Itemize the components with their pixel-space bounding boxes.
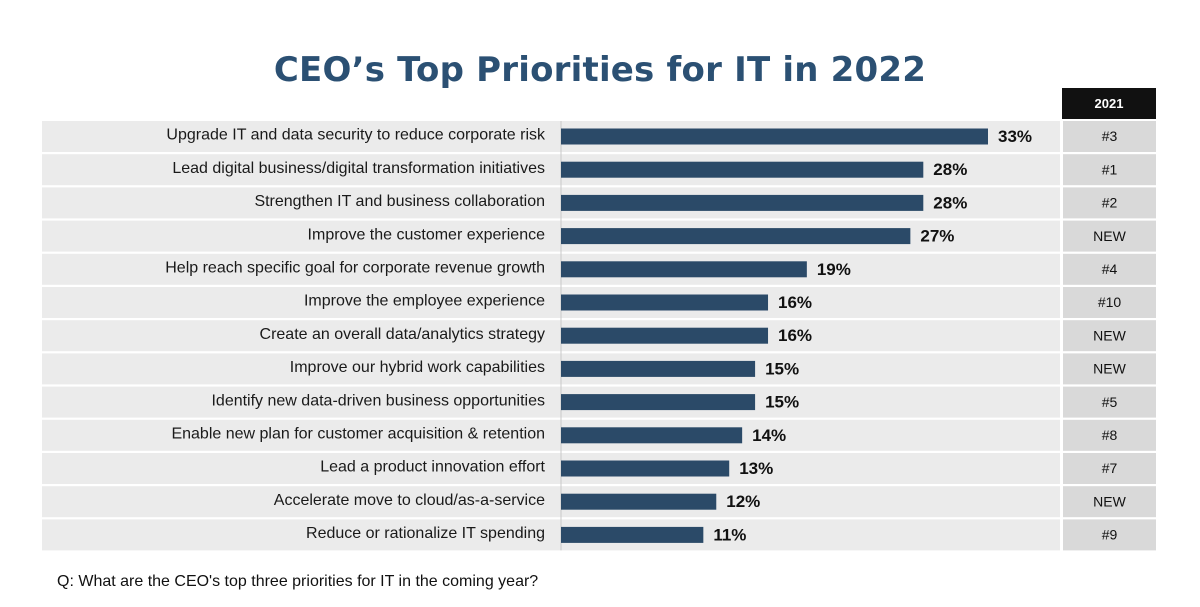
data-label: 16%: [778, 326, 812, 345]
data-label: 15%: [765, 359, 799, 378]
category-label: Accelerate move to cloud/as-a-service: [274, 492, 545, 509]
row-background: [42, 253, 1060, 285]
category-label: Improve the employee experience: [304, 293, 545, 310]
rank-2021-label: NEW: [1093, 327, 1126, 343]
category-label: Improve our hybrid work capabilities: [290, 359, 545, 376]
bar: [561, 493, 717, 510]
data-label: 28%: [933, 160, 967, 179]
row-background: [42, 353, 1060, 385]
bar: [561, 427, 743, 444]
bar: [561, 161, 924, 178]
data-label: 19%: [817, 260, 851, 279]
rank-cell: [1063, 220, 1156, 252]
row-background: [42, 320, 1060, 352]
row-background: [42, 486, 1060, 518]
bar: [561, 128, 988, 145]
data-label: 33%: [998, 127, 1032, 146]
rank-2021-label: #9: [1102, 527, 1118, 543]
data-label: 14%: [752, 426, 786, 445]
bar: [561, 294, 769, 311]
bar: [561, 194, 924, 211]
rank-cell: [1063, 287, 1156, 318]
bar: [561, 394, 756, 411]
data-label: 27%: [920, 227, 954, 246]
rank-cell: [1063, 320, 1156, 352]
rank-2021-label: #7: [1102, 460, 1118, 476]
bar: [561, 327, 769, 344]
rank-cell: [1063, 253, 1156, 285]
bar: [561, 261, 807, 278]
bar-text: Upgrade IT and data security to reduce c…: [165, 127, 1126, 545]
rank-cell: [1063, 154, 1156, 186]
bars: [561, 128, 988, 543]
row-background: [42, 287, 1060, 318]
rank-year-header: 2021: [1062, 88, 1156, 119]
rank-2021-label: NEW: [1093, 361, 1126, 377]
rank-cell: [1063, 519, 1156, 551]
category-label: Strengthen IT and business collaboration: [254, 193, 545, 210]
row-background: [42, 386, 1060, 418]
rank-cell: [1063, 419, 1156, 451]
data-label: 12%: [726, 492, 760, 511]
data-label: 28%: [933, 193, 967, 212]
rank-2021-label: NEW: [1093, 228, 1126, 244]
rank-2021-label: #2: [1102, 195, 1118, 211]
row-backgrounds: [42, 121, 1156, 551]
rank-2021-label: #5: [1102, 394, 1118, 410]
bar: [561, 526, 704, 543]
rank-2021-label: #8: [1102, 427, 1118, 443]
data-label: 15%: [765, 393, 799, 412]
rank-cell: [1063, 187, 1156, 219]
bar: [561, 460, 730, 477]
rank-cell: [1063, 121, 1156, 152]
bar: [561, 360, 756, 377]
row-background: [42, 519, 1060, 551]
rank-2021-label: #4: [1102, 261, 1118, 277]
rank-cell: [1063, 486, 1156, 518]
data-label: 16%: [778, 293, 812, 312]
category-label: Improve the customer experience: [308, 226, 546, 243]
rank-2021-label: #1: [1102, 161, 1118, 177]
rank-cell: [1063, 353, 1156, 385]
category-label: Create an overall data/analytics strateg…: [260, 326, 545, 343]
data-label: 11%: [713, 525, 746, 544]
category-label: Enable new plan for customer acquisition…: [171, 426, 545, 443]
row-background: [42, 419, 1060, 451]
category-label: Identify new data-driven business opport…: [211, 392, 545, 409]
rank-cell: [1063, 386, 1156, 418]
category-label: Lead digital business/digital transforma…: [172, 160, 545, 177]
chart-title: CEO’s Top Priorities for IT in 2022: [273, 50, 927, 90]
category-label: Reduce or rationalize IT spending: [306, 525, 545, 542]
category-label: Upgrade IT and data security to reduce c…: [166, 127, 546, 144]
rank-cell: [1063, 453, 1156, 484]
category-label: Lead a product innovation effort: [320, 459, 545, 476]
rank-2021-label: #3: [1102, 128, 1118, 144]
bar: [561, 228, 911, 245]
row-background: [42, 453, 1060, 484]
rank-2021-label: NEW: [1093, 493, 1126, 509]
category-label: Help reach specific goal for corporate r…: [165, 260, 545, 277]
data-label: 13%: [739, 459, 773, 478]
footnote: Q: What are the CEO's top three prioriti…: [57, 573, 539, 590]
rank-2021-label: #10: [1098, 294, 1122, 310]
